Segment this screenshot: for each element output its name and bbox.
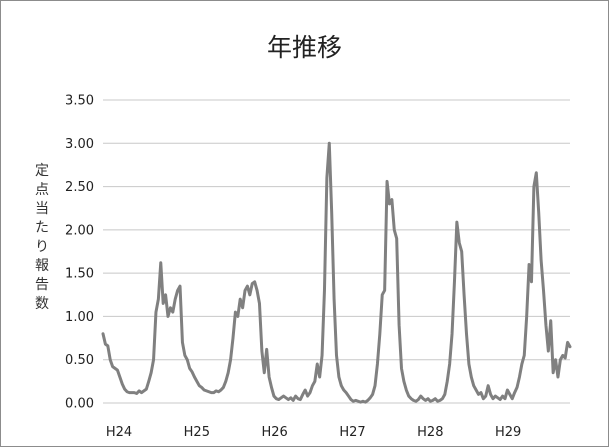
y-axis-ticks: 0.00 0.50 1.00 1.50 2.00 2.50 3.00 3.50 [65,94,94,412]
y-tick-label: 0.50 [65,353,94,368]
series-lines [101,141,572,404]
y-tick-label: 2.00 [65,223,94,238]
y-tick-label: 2.50 [65,180,94,195]
y-axis-label: 定点当たり報告数 [35,163,49,312]
x-tick-label: H26 [262,425,288,440]
chart-title: 年推移 [266,33,342,62]
x-tick-label: H27 [339,425,365,440]
y-tick-label: 1.50 [65,267,94,282]
y-tick-label: 3.50 [65,94,94,109]
x-axis-ticks: H24 H25 H26 H27 H28 H29 [106,425,521,440]
x-tick-label: H24 [106,425,132,440]
y-tick-label: 0.00 [65,397,94,412]
y-tick-label: 1.00 [65,310,94,325]
series-line-0 [101,141,572,404]
x-tick-label: H29 [495,425,521,440]
x-tick-label: H25 [184,425,210,440]
x-tick-label: H28 [417,425,443,440]
y-tick-label: 3.00 [65,137,94,152]
